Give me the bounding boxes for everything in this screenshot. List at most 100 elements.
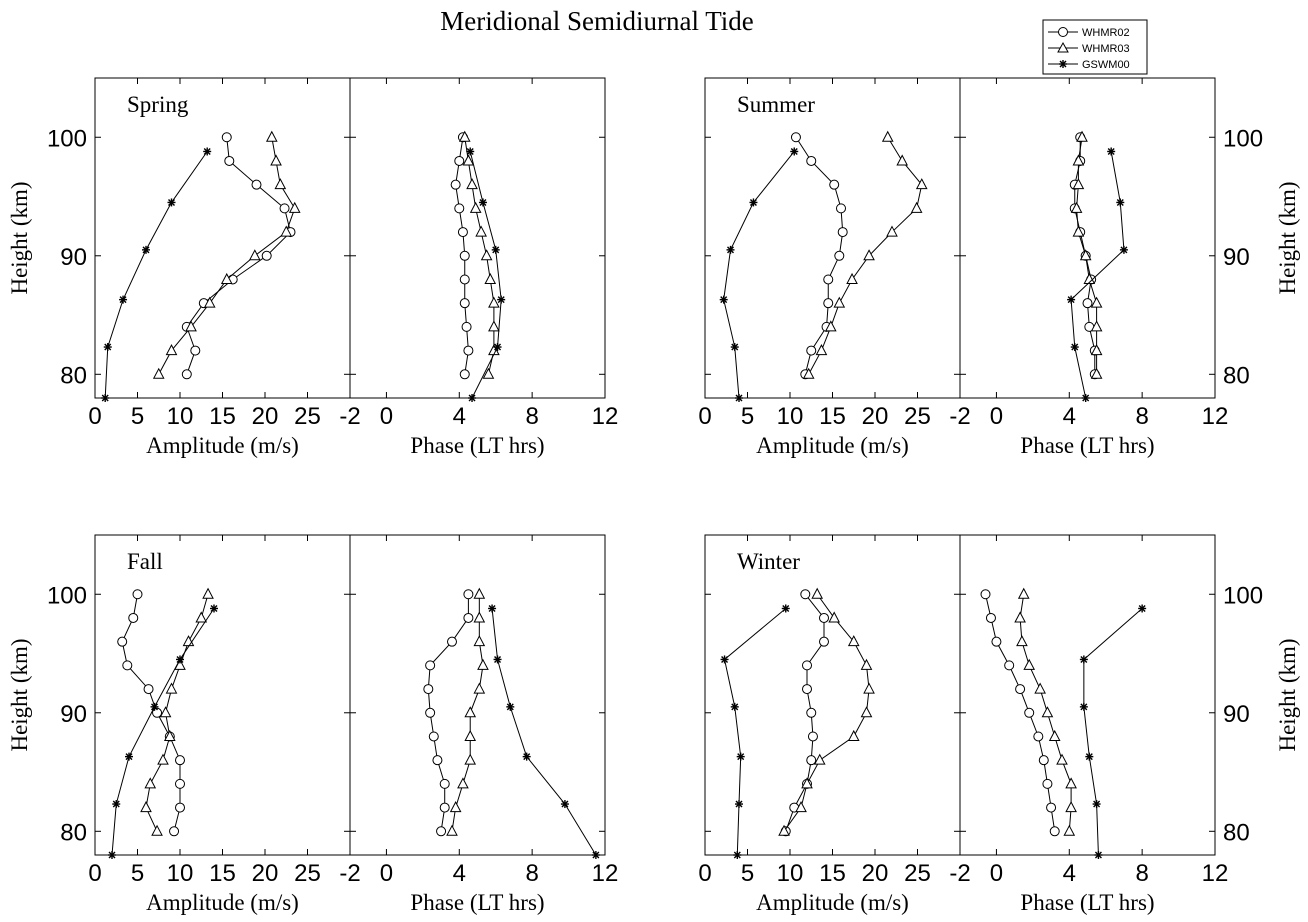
amplitude-point-whmr03	[778, 824, 790, 836]
amplitude-point-gswm00	[210, 604, 218, 613]
amplitude-point-whmr02	[806, 345, 817, 356]
phase-point-whmr03	[1076, 130, 1088, 142]
phase-axes-frame	[959, 77, 1216, 399]
amplitude-tick-label: 20	[252, 403, 279, 430]
phase-point-gswm00	[522, 752, 531, 761]
phase-point-whmr02	[436, 826, 447, 837]
phase-point-whmr03	[464, 706, 477, 718]
phase-point-gswm00	[1119, 245, 1128, 254]
height-tick-label: 80	[60, 819, 87, 846]
phase-point-whmr02	[461, 321, 472, 332]
amplitude-point-whmr02	[117, 636, 128, 647]
phase-point-whmr03	[462, 154, 475, 166]
height-tick-label: 100	[47, 125, 87, 152]
amplitude-point-whmr02	[224, 155, 235, 166]
phase-point-whmr03	[1065, 777, 1077, 789]
phase-point-whmr03	[1063, 824, 1076, 836]
amplitude-point-whmr03	[795, 801, 807, 813]
amplitude-point-whmr02	[132, 589, 143, 600]
phase-point-whmr03	[466, 178, 478, 190]
amplitude-line-gswm00	[723, 608, 787, 856]
phase-point-whmr03	[1072, 225, 1085, 237]
phase-point-whmr02	[1038, 755, 1049, 766]
phase-line-gswm00	[491, 608, 597, 856]
phase-point-whmr03	[1070, 201, 1083, 213]
phase-axis-label: Phase (LT hrs)	[410, 433, 544, 458]
phase-point-whmr03	[1090, 296, 1103, 308]
phase-point-whmr02	[450, 179, 461, 190]
amplitude-tick-label: 5	[131, 403, 144, 430]
amplitude-point-whmr03	[896, 154, 909, 166]
phase-point-gswm00	[1079, 702, 1088, 711]
phase-point-whmr03	[446, 824, 458, 836]
phase-axis-label: Phase (LT hrs)	[1020, 433, 1154, 458]
phase-tick-label: 12	[592, 403, 619, 430]
amplitude-point-whmr03	[280, 225, 293, 237]
amplitude-point-gswm00	[176, 655, 184, 664]
phase-point-whmr03	[473, 635, 486, 647]
legend-label-whmr03: WHMR03	[1082, 43, 1130, 55]
amplitude-line-whmr02	[785, 593, 825, 832]
amplitude-tick-label: 0	[88, 403, 101, 430]
phase-point-whmr02	[1049, 826, 1060, 837]
phase-point-whmr02	[985, 612, 996, 623]
amplitude-point-whmr03	[801, 777, 813, 789]
amplitude-point-whmr02	[823, 274, 834, 285]
phase-point-whmr02	[459, 274, 470, 285]
phase-point-whmr02	[991, 636, 1002, 647]
amplitude-point-whmr03	[910, 201, 923, 213]
amplitude-point-whmr03	[140, 801, 152, 813]
amplitude-point-gswm00	[730, 343, 739, 352]
amplitude-point-whmr02	[181, 369, 192, 380]
amplitude-point-whmr02	[190, 345, 201, 356]
amplitude-tick-label: 0	[88, 860, 101, 887]
height-tick-label: 100	[1223, 582, 1263, 609]
amplitude-point-whmr03	[833, 296, 846, 308]
phase-point-whmr02	[425, 660, 436, 671]
y-axis-label: Height (km)	[1275, 638, 1300, 751]
amplitude-point-whmr03	[152, 367, 165, 379]
phase-point-whmr03	[1065, 801, 1077, 813]
phase-point-whmr03	[484, 272, 497, 284]
phase-point-gswm00	[1085, 752, 1094, 761]
phase-point-whmr02	[463, 345, 474, 356]
phase-point-gswm00	[1094, 851, 1103, 859]
amplitude-axes-frame	[94, 77, 351, 399]
amplitude-point-whmr03	[165, 344, 178, 356]
amplitude-line-whmr03	[808, 136, 923, 375]
amplitude-point-whmr03	[863, 249, 875, 261]
y-axis-label: Height (km)	[1275, 181, 1300, 294]
amplitude-point-gswm00	[167, 198, 176, 207]
legend-star-marker	[1059, 60, 1067, 68]
phase-point-whmr03	[1079, 249, 1092, 261]
phase-point-whmr03	[1056, 753, 1068, 765]
amplitude-point-gswm00	[749, 198, 758, 207]
phase-point-whmr02	[447, 636, 457, 647]
amplitude-point-gswm00	[112, 800, 121, 809]
phase-point-whmr03	[1041, 706, 1054, 718]
height-tick-label: 90	[60, 244, 87, 271]
amplitude-tick-label: 15	[819, 403, 846, 430]
amplitude-point-whmr03	[886, 225, 898, 237]
amplitude-point-whmr02	[175, 802, 185, 813]
phase-point-gswm00	[493, 343, 502, 352]
phase-point-whmr03	[1017, 587, 1030, 599]
amplitude-point-whmr03	[159, 706, 172, 718]
phase-tick-label: 4	[1063, 403, 1076, 430]
amplitude-point-whmr02	[802, 660, 812, 671]
phase-tick-label: 8	[525, 860, 538, 887]
phase-point-gswm00	[468, 394, 477, 402]
phase-point-gswm00	[591, 851, 600, 859]
phase-point-whmr03	[1034, 682, 1046, 694]
legend-entry-gswm00: GSWM00	[1048, 59, 1130, 71]
phase-tick-label: 12	[1202, 403, 1229, 430]
phase-point-whmr03	[1048, 729, 1061, 741]
amplitude-tick-label: 20	[862, 860, 889, 887]
amplitude-axes-frame	[704, 77, 961, 399]
phase-tick-label: 0	[380, 860, 393, 887]
phase-point-whmr03	[1090, 344, 1103, 356]
amplitude-point-whmr03	[274, 178, 287, 190]
amplitude-axis-label: Amplitude (m/s)	[756, 433, 909, 458]
amplitude-point-whmr02	[837, 227, 848, 238]
